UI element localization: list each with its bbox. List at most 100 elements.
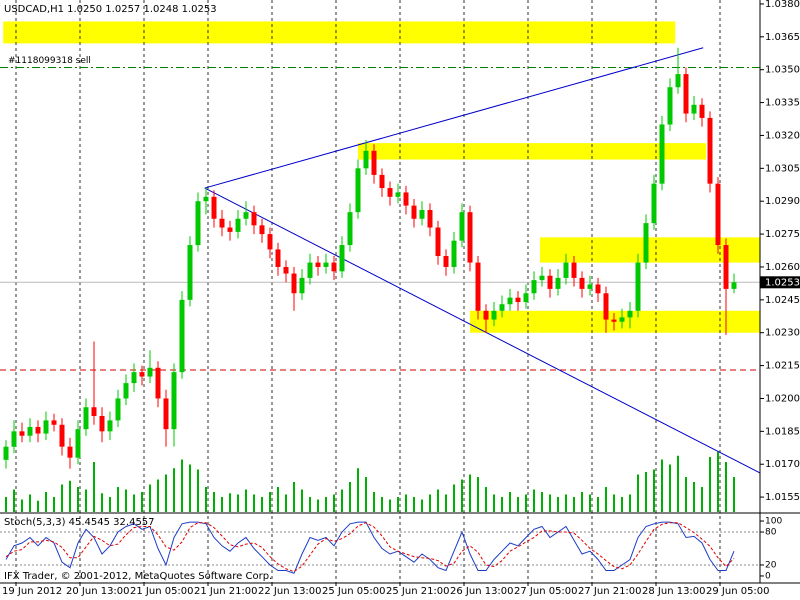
volume-bar: [717, 452, 719, 512]
x-tick-label: 29 Jun 05:00: [706, 586, 770, 597]
order-label: #1118099318 sell: [8, 56, 91, 66]
volume-bar: [677, 455, 679, 512]
volume-bar: [133, 494, 135, 512]
candle-body: [683, 74, 689, 114]
candle-body: [563, 262, 569, 278]
volume-bar: [693, 482, 695, 512]
support-resistance-zone: [3, 21, 676, 44]
volume-bar: [597, 497, 599, 512]
volume-bar: [469, 474, 471, 512]
volume-bar: [125, 489, 127, 512]
candle-body: [131, 372, 137, 384]
candle-body: [675, 74, 681, 88]
candle-body: [35, 426, 41, 434]
volume-bar: [661, 459, 663, 512]
candle-body: [171, 372, 177, 430]
candle-body: [515, 297, 521, 303]
stoch-tick-label: 0: [765, 571, 771, 581]
volume-bar: [637, 474, 639, 512]
volume-bar: [157, 479, 159, 512]
volume-bar: [293, 482, 295, 512]
candle-body: [579, 277, 585, 289]
volume-bar: [325, 497, 327, 512]
volume-bar: [669, 464, 671, 512]
candle-body: [155, 367, 161, 399]
candle-body: [43, 420, 49, 434]
candle-body: [187, 245, 193, 300]
candle-body: [179, 299, 185, 373]
candle-body: [139, 372, 145, 377]
y-tick-label: 1.0200: [765, 393, 800, 404]
candle-body: [539, 275, 545, 281]
candle-body: [731, 282, 737, 289]
candle-body: [467, 212, 473, 263]
volume-bar: [477, 477, 479, 512]
volume-bar: [333, 494, 335, 512]
trendline: [204, 187, 761, 474]
volume-bar: [557, 497, 559, 512]
volume-bar: [709, 457, 711, 512]
volume-bar: [373, 492, 375, 512]
stoch-label: Stoch(5,3,3) 45.4545 32.4557: [4, 517, 155, 528]
candle-body: [707, 117, 713, 184]
volume-bar: [309, 497, 311, 512]
candle-body: [691, 104, 697, 114]
volume-bar: [237, 494, 239, 512]
y-tick-label: 1.0215: [765, 361, 800, 372]
trendline: [204, 47, 704, 189]
candle-body: [83, 407, 89, 430]
candle-body: [667, 87, 673, 125]
volume-bar: [285, 494, 287, 512]
candle-body: [411, 205, 417, 219]
volume-bar: [349, 482, 351, 512]
candle-body: [27, 426, 33, 436]
candle-body: [611, 319, 617, 322]
stoch-tick-label: 100: [765, 517, 782, 527]
volume-bar: [213, 492, 215, 512]
stoch-main-line: [5, 521, 735, 574]
y-tick-label: 1.0380: [765, 0, 800, 10]
volume-bar: [725, 462, 727, 512]
volume-bar: [37, 500, 39, 512]
candle-body: [67, 446, 73, 458]
candle-body: [371, 150, 377, 175]
y-tick-label: 1.0275: [765, 229, 800, 240]
candle-body: [491, 310, 497, 320]
x-tick-label: 19 Jun 2012: [2, 586, 62, 597]
candle-body: [275, 249, 281, 267]
candle-body: [507, 297, 513, 305]
candle-body: [243, 212, 249, 219]
x-tick-label: 26 Jun 13:00: [450, 586, 514, 597]
y-tick-label: 1.0290: [765, 196, 800, 207]
candle-body: [643, 223, 649, 263]
candle-body: [315, 262, 321, 267]
price-box-label: 1.0253: [765, 277, 800, 288]
candle-body: [307, 262, 313, 278]
candle-body: [451, 240, 457, 267]
volume-bar: [509, 492, 511, 512]
volume-bar: [621, 497, 623, 512]
volume-bar: [197, 469, 199, 512]
candle-body: [195, 201, 201, 246]
candle-body: [627, 310, 633, 318]
volume-bar: [165, 474, 167, 512]
candle-body: [355, 168, 361, 213]
candle-body: [603, 293, 609, 320]
volume-bar: [565, 494, 567, 512]
candle-body: [99, 416, 105, 432]
volume-bar: [173, 468, 175, 512]
y-tick-label: 1.0245: [765, 295, 800, 306]
volume-bar: [629, 494, 631, 512]
candle-body: [531, 280, 537, 294]
volume-bar: [69, 480, 71, 512]
volume-bar: [485, 487, 487, 512]
volume-bar: [365, 477, 367, 512]
volume-bar: [733, 477, 735, 512]
candle-body: [11, 431, 17, 447]
volume-bar: [13, 489, 15, 512]
volume-bar: [117, 487, 119, 512]
volume-bar: [221, 497, 223, 512]
volume-bar: [141, 492, 143, 512]
volume-bar: [109, 497, 111, 512]
